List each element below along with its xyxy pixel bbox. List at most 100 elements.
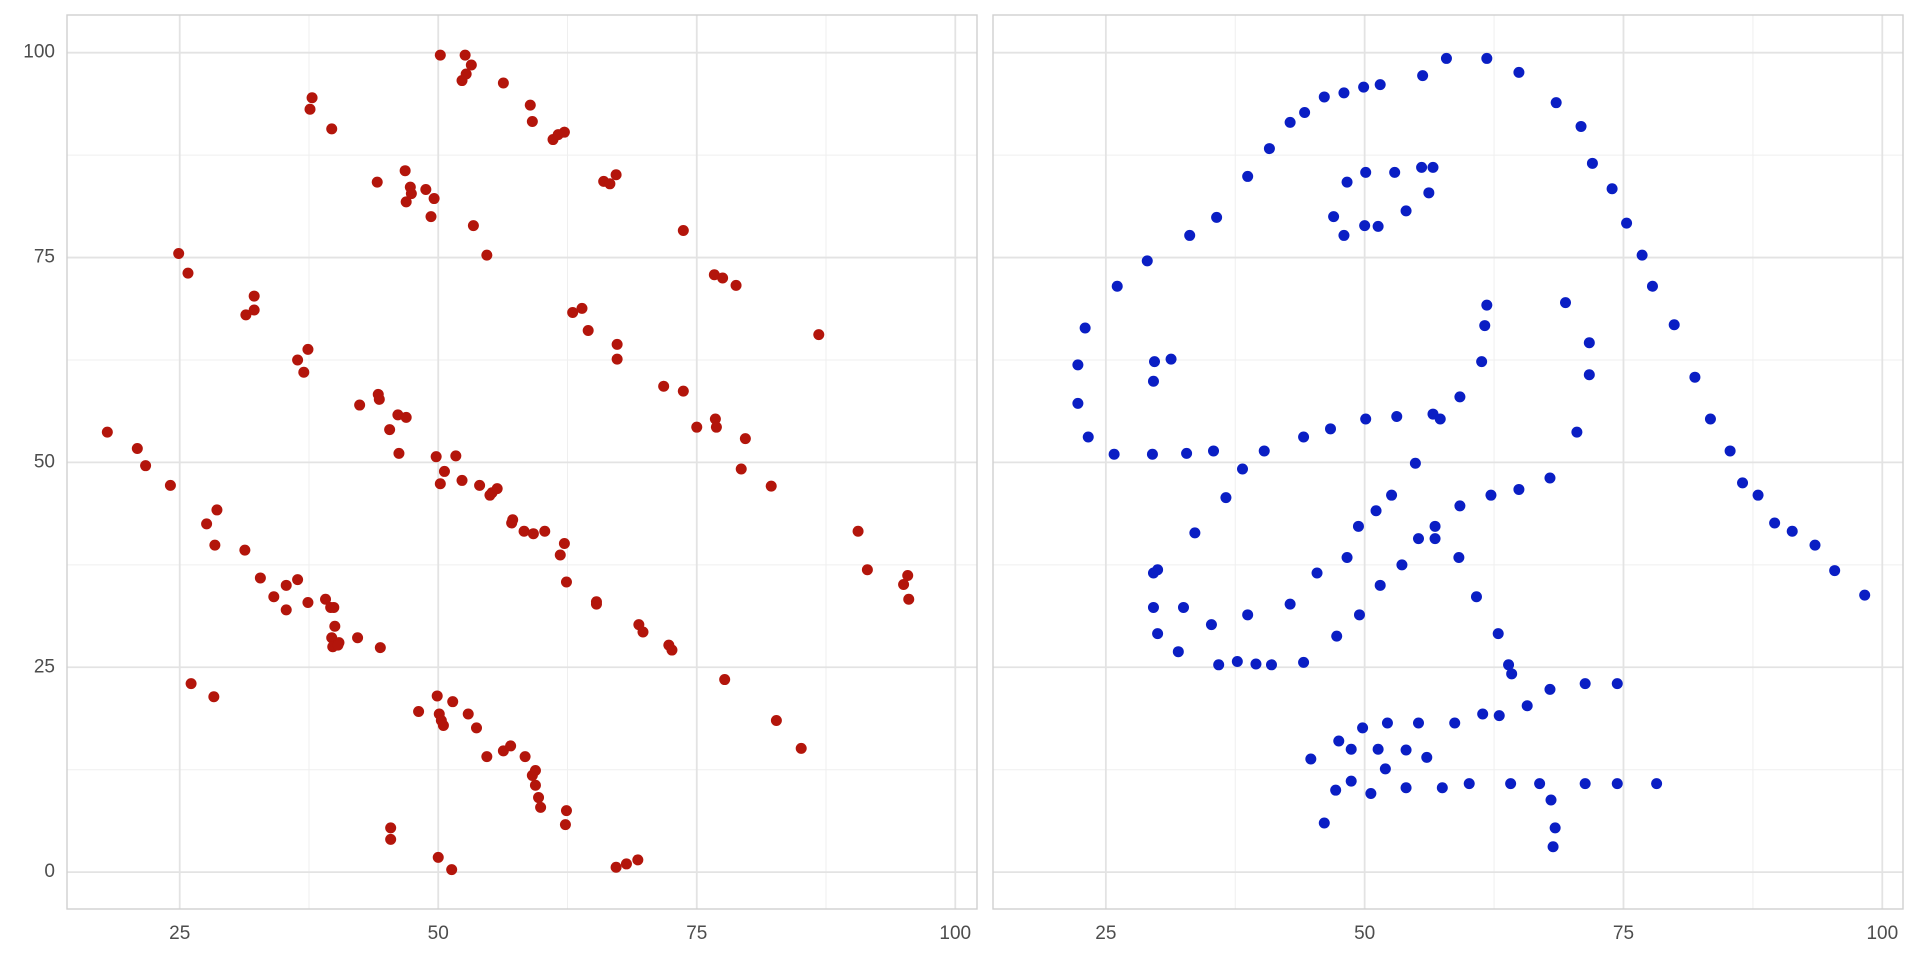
point xyxy=(533,792,545,804)
point xyxy=(1263,143,1275,155)
point xyxy=(1579,778,1591,790)
point xyxy=(1454,500,1466,512)
point xyxy=(1265,659,1277,671)
y-tick-label: 0 xyxy=(44,861,55,882)
point xyxy=(462,708,474,720)
point xyxy=(1400,205,1412,217)
point xyxy=(1079,322,1091,334)
point xyxy=(708,269,720,281)
point xyxy=(1328,211,1340,223)
point xyxy=(208,691,220,703)
point xyxy=(524,99,536,111)
point xyxy=(1284,116,1296,128)
point xyxy=(1611,778,1623,790)
point xyxy=(518,525,530,537)
point xyxy=(765,480,777,492)
point xyxy=(710,421,722,433)
point xyxy=(1147,601,1159,613)
point xyxy=(392,409,404,421)
point xyxy=(1668,319,1680,331)
point xyxy=(1583,337,1595,349)
point xyxy=(1611,678,1623,690)
point xyxy=(1389,166,1401,178)
point xyxy=(1440,52,1452,64)
point xyxy=(519,751,531,763)
point xyxy=(1372,743,1384,755)
point xyxy=(1341,176,1353,188)
point xyxy=(1829,565,1841,577)
panel-border xyxy=(992,14,1904,910)
point xyxy=(719,674,731,686)
point xyxy=(1505,778,1517,790)
point xyxy=(385,822,397,834)
point xyxy=(1481,299,1493,311)
point xyxy=(1372,220,1384,232)
point xyxy=(1485,489,1497,501)
point xyxy=(385,833,397,845)
point xyxy=(185,678,197,690)
point xyxy=(1082,431,1094,443)
point xyxy=(329,620,341,632)
point xyxy=(1072,359,1084,371)
point xyxy=(1358,81,1370,93)
point xyxy=(1636,249,1648,261)
point xyxy=(354,399,366,411)
point xyxy=(1374,79,1386,91)
point xyxy=(211,504,223,516)
point xyxy=(1621,217,1633,229)
point xyxy=(861,564,873,576)
point xyxy=(709,413,721,425)
point xyxy=(328,601,340,613)
point xyxy=(1704,413,1716,425)
point xyxy=(1220,492,1232,504)
point xyxy=(620,858,632,870)
point xyxy=(666,644,678,656)
point xyxy=(582,324,594,336)
point xyxy=(446,864,458,876)
point xyxy=(1181,447,1193,459)
point xyxy=(739,433,751,445)
point xyxy=(1141,255,1153,267)
panel-border xyxy=(66,14,978,910)
point xyxy=(491,483,503,495)
point xyxy=(1370,505,1382,517)
point xyxy=(526,116,538,128)
point xyxy=(903,593,915,605)
point xyxy=(434,478,446,490)
point xyxy=(1311,567,1323,579)
point xyxy=(254,572,266,584)
point xyxy=(1544,472,1556,484)
point xyxy=(1258,445,1270,457)
point xyxy=(248,290,260,302)
point xyxy=(1177,601,1189,613)
point xyxy=(1213,659,1225,671)
point xyxy=(1479,320,1491,332)
point xyxy=(481,249,493,261)
point xyxy=(1360,413,1372,425)
point xyxy=(1737,477,1749,489)
point xyxy=(434,49,446,61)
point xyxy=(604,178,616,190)
point xyxy=(527,528,539,540)
point xyxy=(1454,391,1466,403)
point xyxy=(447,696,459,708)
point xyxy=(101,426,113,438)
point xyxy=(413,706,425,718)
point xyxy=(529,779,541,791)
point xyxy=(1534,778,1546,790)
point xyxy=(280,604,292,616)
point xyxy=(481,751,493,763)
point xyxy=(1211,211,1223,223)
point xyxy=(658,380,670,392)
point xyxy=(898,579,910,591)
point xyxy=(1583,369,1595,381)
x-tick-label: 50 xyxy=(1354,923,1375,944)
point xyxy=(248,304,260,316)
point xyxy=(1436,782,1448,794)
point xyxy=(425,211,437,223)
point xyxy=(298,366,310,378)
point xyxy=(1108,448,1120,460)
point xyxy=(1493,710,1505,722)
point xyxy=(1417,70,1429,82)
point xyxy=(1400,782,1412,794)
